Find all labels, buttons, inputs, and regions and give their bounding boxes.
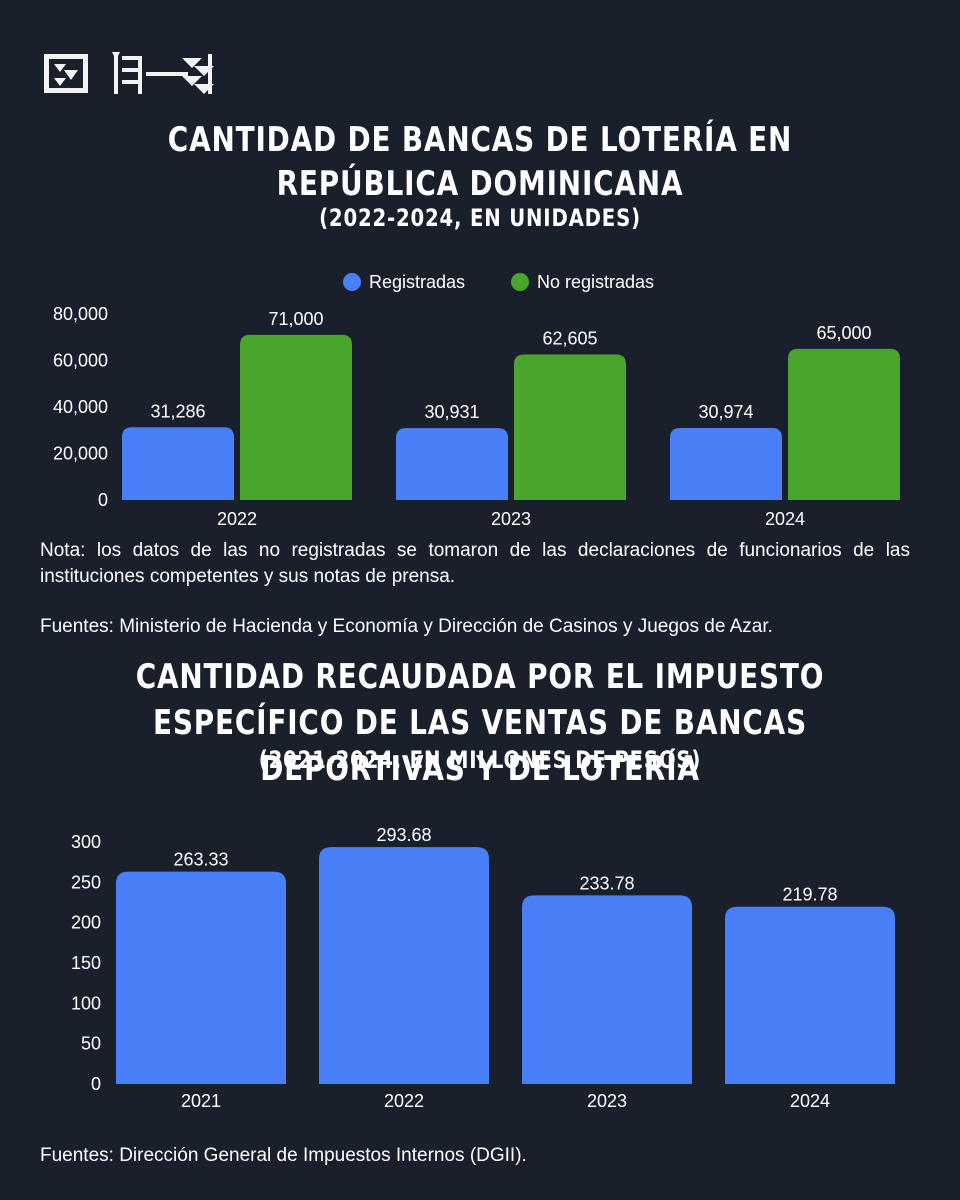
bar-recaudacion — [522, 895, 692, 1084]
chart1-title: Cantidad de bancas de lotería en Repúbli… — [167, 120, 793, 204]
bar-registradas — [396, 428, 508, 500]
bar-no-registradas — [240, 334, 352, 500]
bar-registradas — [122, 427, 234, 500]
data-label: 65,000 — [816, 323, 871, 343]
legend-marker-1 — [511, 273, 529, 291]
y-tick-label: 300 — [71, 832, 101, 852]
x-tick-label: 2024 — [765, 509, 805, 529]
data-label: 71,000 — [268, 309, 323, 329]
legend-label-0: Registradas — [369, 272, 465, 292]
chart2-recaudacion: 0 50 100 150 200 250 300 263.33 2021 293.68 2022 23… — [71, 825, 895, 1111]
y-tick-label: 100 — [71, 993, 101, 1013]
y-tick-label: 50 — [81, 1034, 101, 1054]
data-label: 31,286 — [150, 401, 205, 421]
x-tick-label: 2022 — [217, 509, 257, 529]
x-tick-label: 2023 — [587, 1091, 627, 1111]
bar-no-registradas — [514, 354, 626, 500]
y-tick-label: 0 — [98, 490, 108, 510]
bar-recaudacion — [116, 871, 286, 1084]
data-label: 293.68 — [376, 825, 431, 845]
y-tick-label: 20,000 — [53, 444, 108, 464]
legend-label-1: No registradas — [537, 272, 654, 292]
y-tick-label: 250 — [71, 872, 101, 892]
y-tick-label: 200 — [71, 913, 101, 933]
data-label: 30,974 — [698, 402, 753, 422]
y-tick-label: 80,000 — [53, 304, 108, 324]
bar-recaudacion — [319, 847, 489, 1084]
chart1-subtitle: (2022-2024, en unidades) — [319, 204, 641, 232]
data-label: 62,605 — [542, 328, 597, 348]
y-tick-label: 40,000 — [53, 397, 108, 417]
legend-marker-0 — [343, 273, 361, 291]
bar-recaudacion — [725, 906, 895, 1084]
data-label: 219.78 — [782, 885, 837, 905]
cuneiform-logo-icon — [44, 52, 214, 94]
bar-no-registradas — [788, 348, 900, 500]
chart2-source: Fuentes: Dirección General de Impuestos … — [40, 1145, 527, 1166]
chart1-source: Fuentes: Ministerio de Hacienda y Econom… — [40, 616, 773, 637]
data-label: 30,931 — [424, 402, 479, 422]
chart2-subtitle: (2021-2024, en millones de pesos) — [258, 746, 702, 774]
y-tick-label: 150 — [71, 953, 101, 973]
data-label: 263.33 — [173, 850, 228, 870]
y-tick-label: 60,000 — [53, 351, 108, 371]
x-tick-label: 2023 — [491, 509, 531, 529]
x-tick-label: 2021 — [181, 1091, 221, 1111]
data-label: 233.78 — [579, 873, 634, 893]
chart1-note: Nota: los datos de las no registradas se… — [40, 540, 910, 587]
x-tick-label: 2024 — [790, 1091, 830, 1111]
bar-registradas — [670, 427, 782, 500]
chart1-bancas: Registradas No registradas 0 20,000 40,000 60… — [53, 272, 900, 529]
chart2-title: Cantidad recaudada por el impuesto espec… — [135, 657, 825, 789]
x-tick-label: 2022 — [384, 1091, 424, 1111]
y-tick-label: 0 — [91, 1074, 101, 1094]
